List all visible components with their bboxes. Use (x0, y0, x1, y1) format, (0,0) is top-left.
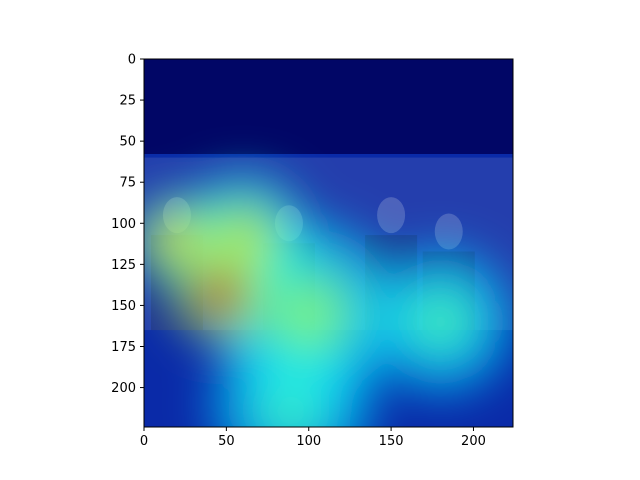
y-tick-label: 100 (111, 217, 136, 232)
y-tick-label: 175 (111, 340, 136, 355)
y-axis: 0 25 50 75 100 125 150 175 200 (111, 53, 144, 396)
y-tick-label: 50 (119, 135, 136, 150)
axes-frame (143, 58, 514, 428)
y-tick-label: 150 (111, 299, 136, 314)
heat-hotspot (163, 225, 191, 254)
heat-hotspots (144, 173, 513, 427)
x-axis: 0 50 100 150 200 (140, 427, 486, 449)
x-tick-label: 100 (296, 434, 321, 449)
heat-hotspot (206, 279, 237, 309)
heat-hotspot (418, 299, 463, 345)
heat-hotspot (281, 286, 336, 341)
photo-figure-head (434, 213, 463, 250)
y-tick-label: 25 (119, 94, 136, 109)
photo-figure-head (377, 197, 406, 234)
top-dark-band (144, 59, 513, 154)
y-tick-label: 200 (111, 381, 136, 396)
x-tick-label: 0 (140, 434, 148, 449)
y-tick-label: 125 (111, 258, 136, 273)
y-tick-label: 75 (119, 176, 136, 191)
x-tick-label: 200 (461, 434, 486, 449)
y-tick-label: 0 (128, 53, 136, 68)
x-tick-label: 50 (218, 434, 235, 449)
x-tick-label: 150 (379, 434, 404, 449)
plot-area (144, 59, 513, 427)
